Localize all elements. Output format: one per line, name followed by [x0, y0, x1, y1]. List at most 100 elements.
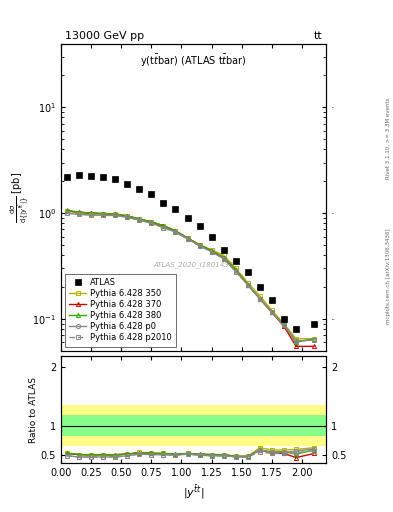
Pythia 6.428 350: [149, 219, 154, 225]
Pythia 6.428 350: [209, 247, 214, 253]
Pythia 6.428 350: [64, 208, 69, 214]
Pythia 6.428 p0: [270, 309, 274, 315]
Pythia 6.428 370: [233, 267, 238, 273]
X-axis label: $|y^{\bar{t}t}|$: $|y^{\bar{t}t}|$: [183, 484, 204, 501]
Pythia 6.428 p2010: [282, 322, 286, 328]
Pythia 6.428 370: [221, 254, 226, 261]
Pythia 6.428 370: [197, 242, 202, 248]
Pythia 6.428 350: [185, 235, 190, 241]
Pythia 6.428 370: [282, 323, 286, 329]
Pythia 6.428 p0: [185, 236, 190, 242]
Pythia 6.428 p2010: [197, 243, 202, 249]
Pythia 6.428 370: [270, 309, 274, 315]
Pythia 6.428 380: [64, 207, 69, 214]
Pythia 6.428 p0: [137, 217, 141, 223]
Pythia 6.428 380: [197, 242, 202, 248]
Pythia 6.428 p2010: [113, 212, 118, 219]
Pythia 6.428 p0: [161, 224, 166, 230]
ATLAS: [125, 180, 130, 186]
ATLAS: [221, 247, 226, 253]
Pythia 6.428 370: [137, 216, 141, 222]
Pythia 6.428 350: [270, 307, 274, 313]
Pythia 6.428 p0: [246, 282, 250, 288]
Pythia 6.428 p0: [257, 295, 262, 302]
Pythia 6.428 380: [125, 213, 130, 219]
Pythia 6.428 350: [173, 228, 178, 234]
Pythia 6.428 380: [257, 295, 262, 302]
Pythia 6.428 380: [173, 228, 178, 234]
Pythia 6.428 380: [246, 282, 250, 288]
Pythia 6.428 350: [77, 210, 81, 216]
ATLAS: [77, 172, 81, 178]
Pythia 6.428 p2010: [173, 229, 178, 235]
ATLAS: [197, 223, 202, 229]
Pythia 6.428 p0: [312, 337, 316, 343]
ATLAS: [101, 174, 105, 180]
Pythia 6.428 370: [149, 219, 154, 225]
Pythia 6.428 370: [294, 343, 298, 349]
Pythia 6.428 p2010: [246, 282, 250, 288]
Pythia 6.428 p0: [233, 268, 238, 274]
Line: ATLAS: ATLAS: [64, 172, 317, 332]
Y-axis label: $\mathregular{\frac{d\sigma}{d\{|y^{t\bar{t}}|\}}}$ [pb]: $\mathregular{\frac{d\sigma}{d\{|y^{t\ba…: [8, 172, 31, 223]
Pythia 6.428 p2010: [149, 220, 154, 226]
Pythia 6.428 p0: [89, 212, 94, 218]
Pythia 6.428 350: [233, 265, 238, 271]
Pythia 6.428 350: [312, 335, 316, 342]
Pythia 6.428 370: [101, 210, 105, 217]
ATLAS: [149, 191, 154, 198]
Pythia 6.428 380: [233, 267, 238, 273]
ATLAS: [257, 284, 262, 290]
Pythia 6.428 380: [185, 235, 190, 241]
Pythia 6.428 p0: [101, 212, 105, 219]
Pythia 6.428 p0: [125, 215, 130, 221]
Line: Pythia 6.428 p2010: Pythia 6.428 p2010: [65, 211, 316, 343]
Pythia 6.428 350: [89, 211, 94, 217]
Pythia 6.428 350: [113, 211, 118, 218]
Pythia 6.428 350: [221, 252, 226, 258]
Text: 13000 GeV pp: 13000 GeV pp: [65, 31, 144, 41]
Pythia 6.428 350: [257, 293, 262, 299]
Pythia 6.428 370: [312, 343, 316, 349]
Pythia 6.428 p2010: [64, 210, 69, 216]
Pythia 6.428 380: [270, 309, 274, 315]
Pythia 6.428 370: [113, 211, 118, 217]
Text: mcplots.cern.ch [arXiv:1306.3436]: mcplots.cern.ch [arXiv:1306.3436]: [386, 229, 391, 324]
Text: ATLAS_2020_I1801434: ATLAS_2020_I1801434: [153, 261, 234, 268]
Pythia 6.428 350: [246, 280, 250, 286]
Pythia 6.428 p2010: [209, 249, 214, 255]
Pythia 6.428 380: [282, 322, 286, 328]
Pythia 6.428 p0: [282, 322, 286, 328]
Pythia 6.428 p2010: [257, 295, 262, 302]
ATLAS: [233, 258, 238, 264]
Pythia 6.428 350: [101, 211, 105, 218]
Pythia 6.428 380: [89, 210, 94, 216]
ATLAS: [246, 268, 250, 274]
Pythia 6.428 p0: [221, 255, 226, 262]
Pythia 6.428 p2010: [221, 255, 226, 262]
Pythia 6.428 p0: [294, 338, 298, 344]
Pythia 6.428 380: [221, 254, 226, 261]
ATLAS: [282, 316, 286, 322]
ATLAS: [161, 200, 166, 206]
Pythia 6.428 380: [149, 219, 154, 225]
ATLAS: [64, 174, 69, 180]
Pythia 6.428 p2010: [233, 268, 238, 274]
Pythia 6.428 350: [197, 242, 202, 248]
Text: y(t$\bar{t}$bar) (ATLAS t$\bar{t}$bar): y(t$\bar{t}$bar) (ATLAS t$\bar{t}$bar): [140, 53, 247, 69]
Line: Pythia 6.428 380: Pythia 6.428 380: [65, 208, 316, 345]
Pythia 6.428 p0: [77, 211, 81, 218]
Pythia 6.428 p0: [64, 210, 69, 216]
Pythia 6.428 380: [101, 210, 105, 217]
ATLAS: [294, 326, 298, 332]
Pythia 6.428 380: [77, 209, 81, 215]
Pythia 6.428 380: [161, 223, 166, 229]
Pythia 6.428 350: [282, 321, 286, 327]
Pythia 6.428 p2010: [101, 212, 105, 219]
ATLAS: [89, 173, 94, 179]
Pythia 6.428 370: [89, 210, 94, 216]
Pythia 6.428 p2010: [77, 211, 81, 218]
Pythia 6.428 p2010: [89, 212, 94, 218]
Line: Pythia 6.428 p0: Pythia 6.428 p0: [65, 211, 316, 343]
Pythia 6.428 380: [312, 335, 316, 342]
